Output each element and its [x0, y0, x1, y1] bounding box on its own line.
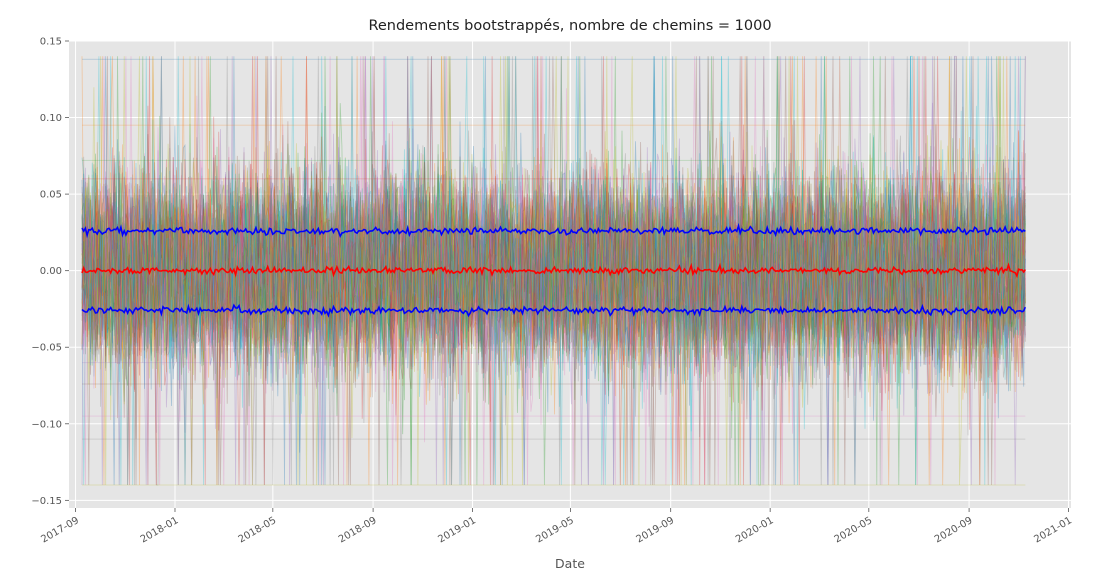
bootstrap-path: [81, 56, 1026, 486]
bootstrap-path: [81, 56, 1026, 395]
y-tick-label: 0.15: [40, 37, 62, 48]
bootstrap-path: [81, 56, 1026, 486]
bootstrap-path: [81, 56, 1026, 486]
bootstrap-path: [81, 56, 1026, 486]
y-tick-label: 0.10: [40, 113, 62, 124]
bootstrap-bands: [82, 58, 1026, 486]
x-tick-label: 2020-01: [734, 515, 776, 545]
bootstrap-path: [81, 56, 1026, 486]
bootstrap-path: [81, 56, 1026, 486]
x-tick-label: 2019-09: [634, 515, 676, 545]
bootstrap-path: [81, 56, 1026, 486]
bootstrap-path: [81, 56, 1026, 486]
bootstrap-path: [81, 56, 1026, 486]
bootstrap-path: [81, 56, 1026, 486]
chart-title: Rendements bootstrappés, nombre de chemi…: [368, 18, 771, 34]
bootstrap-path: [81, 56, 1026, 486]
x-axis-label: Date: [555, 556, 585, 571]
bootstrap-path: [81, 56, 1026, 486]
bootstrap-path: [81, 56, 1026, 401]
bootstrap-path: [81, 56, 1026, 486]
summary-series-line-0: [81, 222, 1026, 239]
bootstrap-path: [81, 56, 1026, 486]
bootstrap-path: [81, 56, 1026, 486]
x-tick-label: 2018-09: [337, 515, 379, 545]
bootstrap-path: [81, 56, 1026, 486]
summary-series-line-2: [81, 303, 1027, 318]
bootstrap-path: [81, 56, 1026, 486]
bootstrap-path: [81, 56, 1026, 486]
bootstrap-path: [81, 56, 1026, 486]
bootstrap-path: [81, 55, 1026, 486]
bootstrap-path: [81, 56, 1026, 486]
y-tick-label: −0.10: [31, 419, 62, 430]
summary-series-line-1: [81, 262, 1026, 279]
bootstrap-path: [81, 56, 1026, 486]
bootstrap-path: [81, 56, 1026, 486]
bootstrap-path: [81, 56, 1026, 486]
bootstrap-path: [81, 56, 1026, 486]
bootstrap-path: [81, 56, 1026, 486]
bootstrap-path: [81, 56, 1026, 486]
bootstrap-path: [81, 56, 1026, 486]
x-tick-label: 2021-01: [1032, 515, 1074, 545]
x-tick-label: 2020-05: [833, 515, 875, 545]
bootstrap-path: [81, 56, 1026, 486]
bootstrap-path: [81, 55, 1026, 486]
bootstrap-path: [81, 56, 1026, 486]
bootstrap-path: [81, 56, 1026, 486]
bootstrap-path: [81, 56, 1026, 486]
grid-lines: [69, 40, 1071, 508]
y-tick-label: −0.05: [31, 343, 62, 354]
bootstrap-paths: [81, 55, 1026, 486]
bootstrap-path: [81, 56, 1026, 486]
summary-lines: [81, 222, 1027, 318]
y-axis: 0.15 0.10 0.05 0.00 −0.05 −0.10 −0.15: [31, 37, 69, 507]
bootstrap-path: [81, 56, 1026, 486]
bootstrap-path: [81, 56, 1026, 486]
bootstrap-path: [81, 56, 1026, 486]
bootstrap-path: [81, 56, 1026, 486]
x-tick-label: 2019-05: [534, 515, 576, 545]
y-tick-label: 0.00: [40, 266, 62, 277]
y-tick-label: −0.15: [31, 496, 62, 507]
bootstrap-path: [81, 56, 1026, 486]
x-tick-label: 2019-01: [436, 515, 478, 545]
x-tick-label: 2020-09: [933, 515, 975, 545]
x-tick-label: 2017-09: [39, 515, 81, 545]
y-tick-label: 0.05: [40, 190, 62, 201]
bootstrap-path: [81, 56, 1026, 486]
bootstrap-path: [81, 56, 1026, 486]
x-axis: 2017-09 2018-01 2018-05 2018-09 2019-01 2019-…: [39, 508, 1074, 545]
bootstrap-path: [81, 121, 1026, 486]
bootstrap-path: [81, 56, 1026, 486]
bootstrap-path: [81, 56, 1026, 486]
x-tick-label: 2018-01: [139, 515, 181, 545]
x-tick-label: 2018-05: [237, 515, 279, 545]
